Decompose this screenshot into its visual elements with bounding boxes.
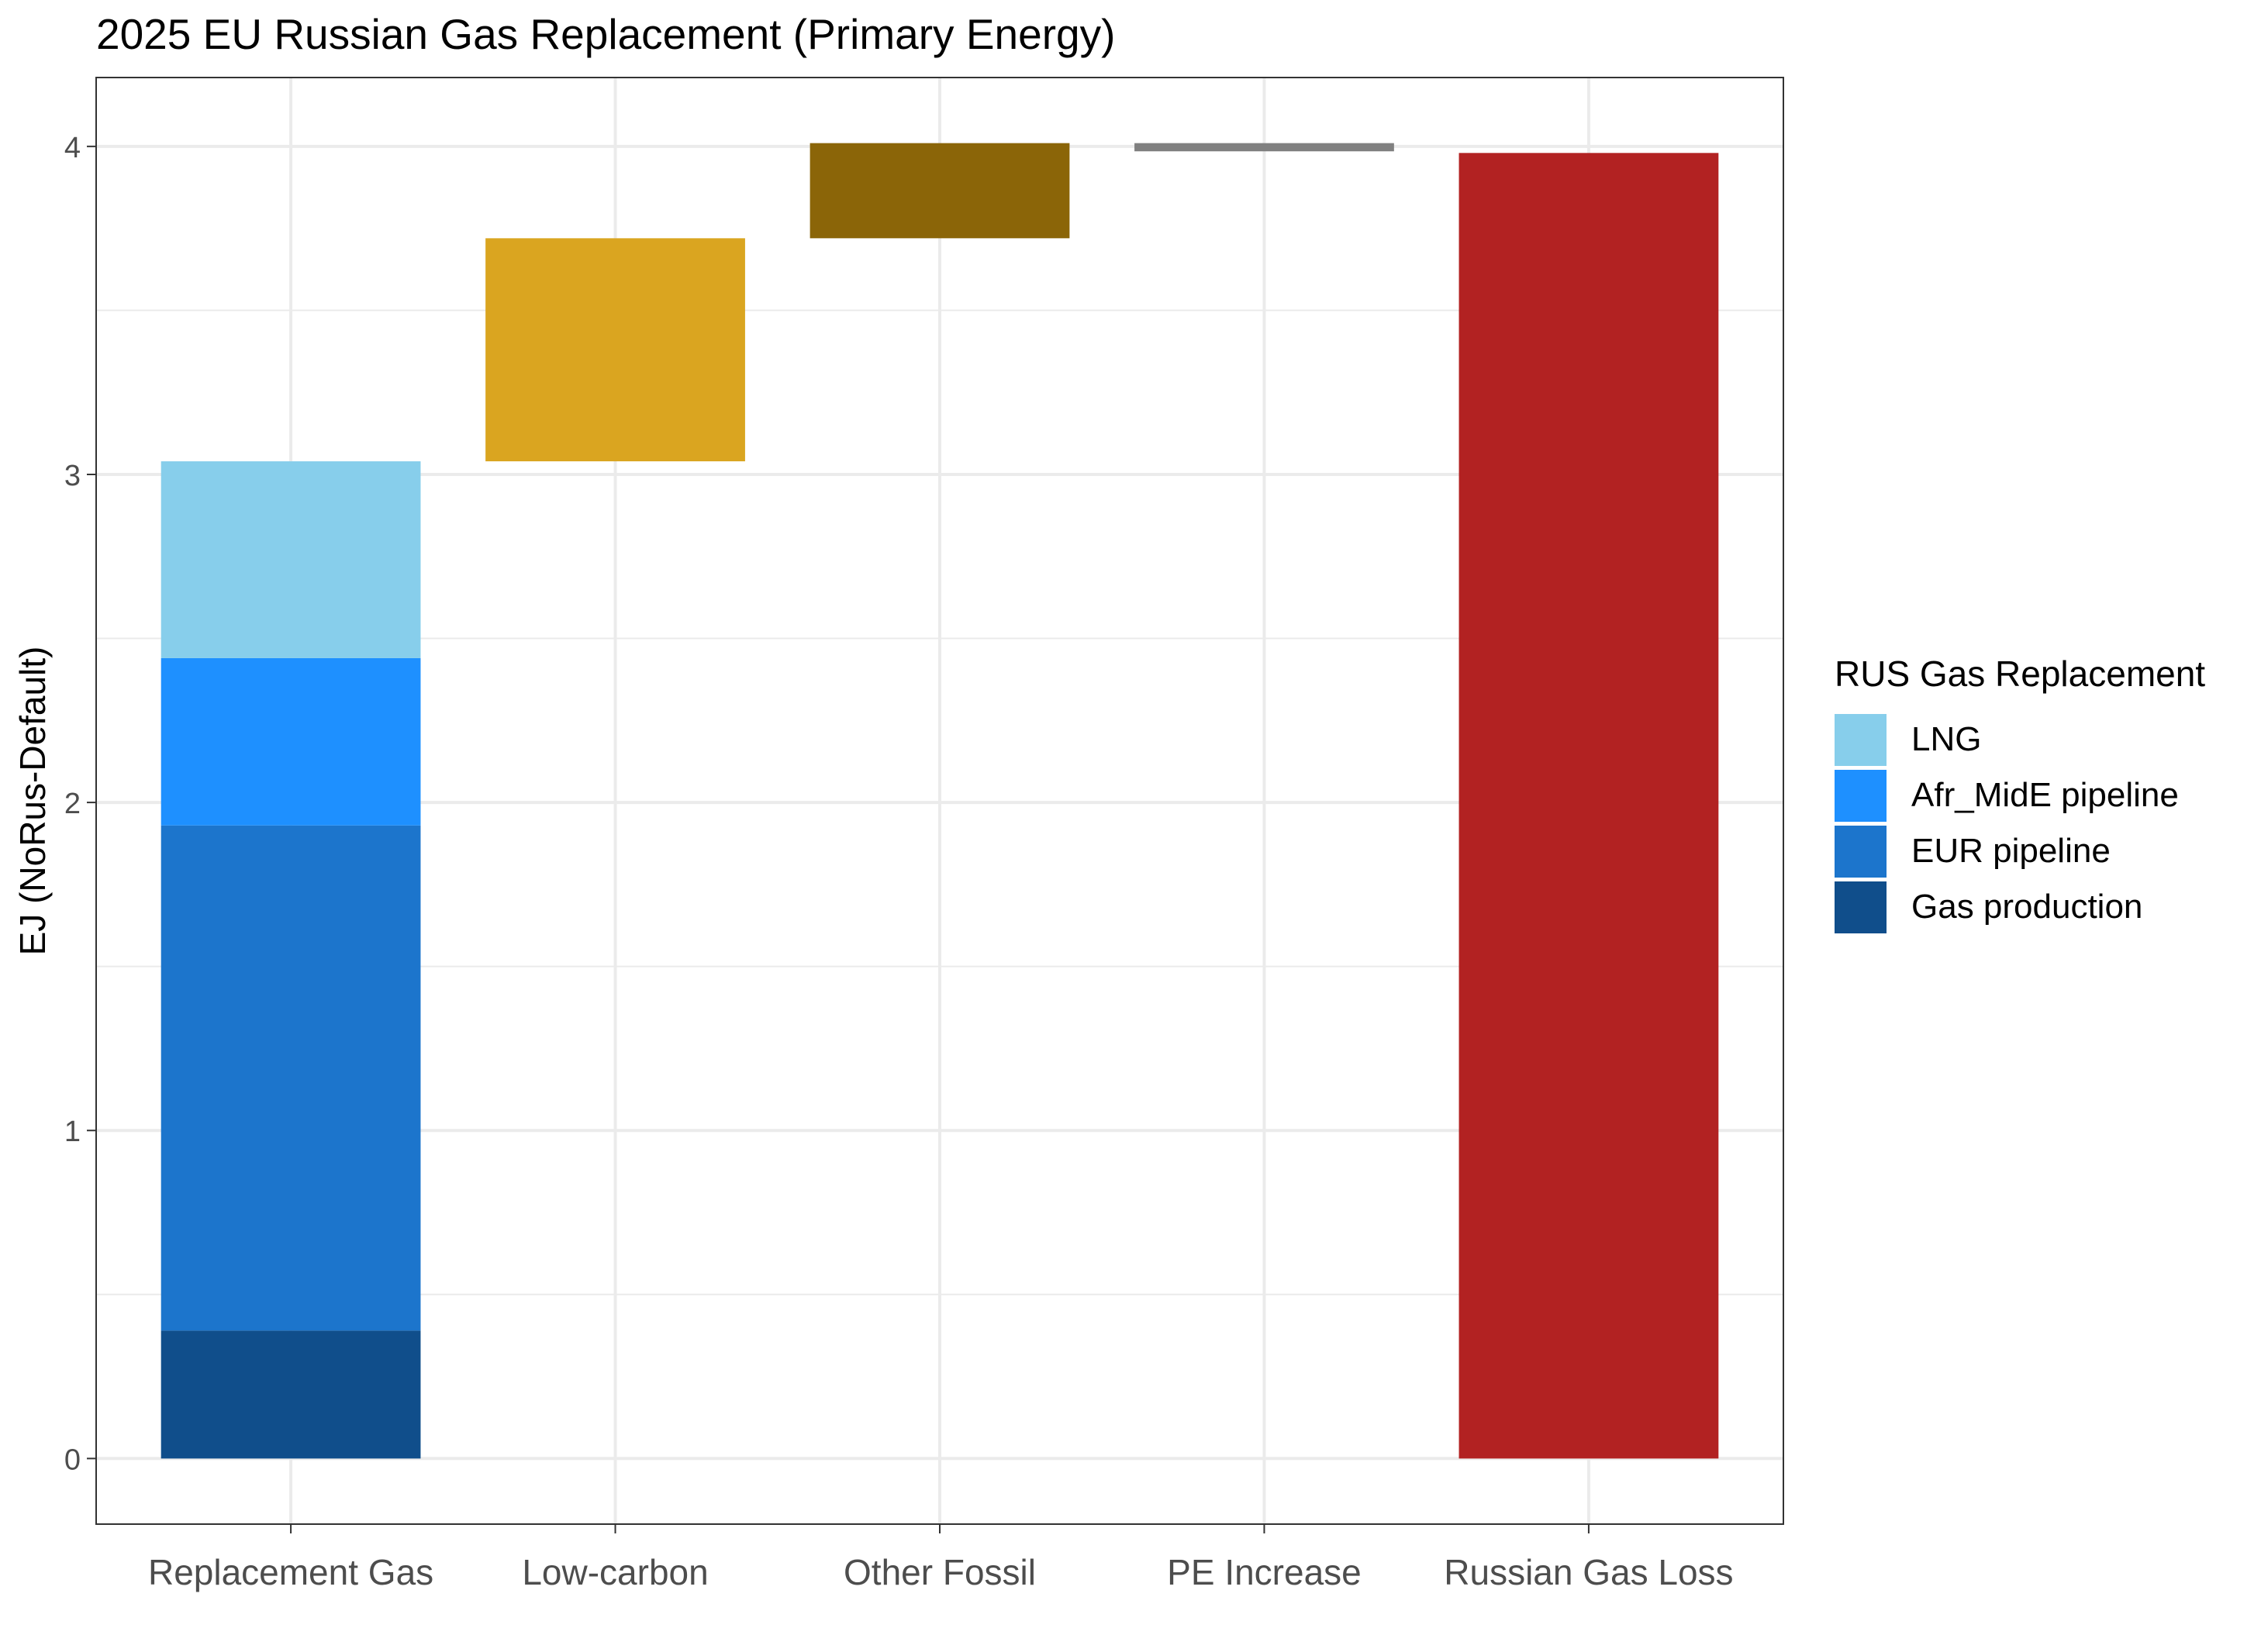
y-axis-title: EJ (NoRus-Default): [12, 647, 53, 956]
legend-label: Gas production: [1911, 888, 2143, 926]
y-tick-label: 3: [64, 460, 81, 492]
waterfall-step-pe-increase: [1134, 143, 1394, 152]
legend-item-eur-pipeline: EUR pipeline: [1835, 823, 2205, 879]
legend-swatch: [1835, 713, 1887, 766]
y-tick-label: 2: [64, 788, 81, 820]
bar-segment-afr-mide-pipeline: [161, 657, 421, 826]
legend-swatch: [1835, 769, 1887, 822]
waterfall-step-other-fossil: [810, 143, 1070, 239]
y-tick-label: 0: [64, 1443, 81, 1476]
x-tick-label: Low-carbon: [522, 1552, 708, 1592]
waterfall-step-low-carbon: [485, 238, 745, 462]
x-tick-label: Russian Gas Loss: [1444, 1552, 1733, 1592]
bar-segment-lng: [161, 461, 421, 658]
bar-segment-eur-pipeline: [161, 825, 421, 1331]
legend-label: Afr_MidE pipeline: [1911, 776, 2179, 814]
legend-label: LNG: [1911, 720, 1982, 758]
bar-russian-gas-loss: [1458, 153, 1719, 1459]
legend-label: EUR pipeline: [1911, 832, 2111, 870]
x-tick-label: PE Increase: [1167, 1552, 1362, 1592]
legend-item-gas-production: Gas production: [1835, 879, 2205, 935]
y-tick-label: 1: [64, 1116, 81, 1148]
bar-segment-gas-production: [161, 1330, 421, 1459]
x-tick-label: Other Fossil: [844, 1552, 1036, 1592]
legend-swatch: [1835, 881, 1887, 933]
legend-item-lng: LNG: [1835, 712, 2205, 767]
legend-swatch: [1835, 825, 1887, 878]
y-tick-label: 4: [64, 132, 81, 164]
legend-title: RUS Gas Replacement: [1835, 654, 2206, 694]
chart-title: 2025 EU Russian Gas Replacement (Primary…: [96, 10, 1116, 58]
legend-item-afr-mide-pipeline: Afr_MidE pipeline: [1835, 767, 2205, 823]
x-tick-label: Replacement Gas: [148, 1552, 433, 1592]
legend: RUS Gas Replacement LNG Afr_MidE pipelin…: [1835, 653, 2205, 935]
